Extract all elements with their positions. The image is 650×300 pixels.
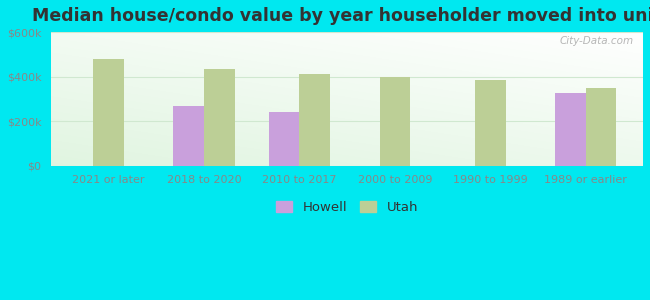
Bar	[586, 88, 616, 166]
Bar	[475, 80, 506, 166]
Text: City-Data.com: City-Data.com	[560, 36, 634, 46]
Bar	[94, 59, 124, 166]
Title: Median house/condo value by year householder moved into unit: Median house/condo value by year househo…	[32, 7, 650, 25]
Bar	[204, 69, 235, 166]
Bar	[555, 93, 586, 166]
Bar	[300, 74, 330, 166]
Bar	[380, 76, 410, 166]
Bar	[174, 106, 204, 166]
Bar	[269, 112, 300, 166]
Legend: Howell, Utah: Howell, Utah	[271, 195, 424, 219]
